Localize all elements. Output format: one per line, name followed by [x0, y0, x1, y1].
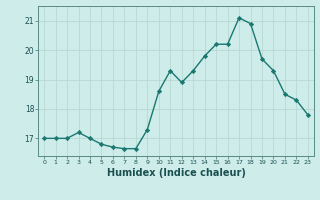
- X-axis label: Humidex (Indice chaleur): Humidex (Indice chaleur): [107, 168, 245, 178]
